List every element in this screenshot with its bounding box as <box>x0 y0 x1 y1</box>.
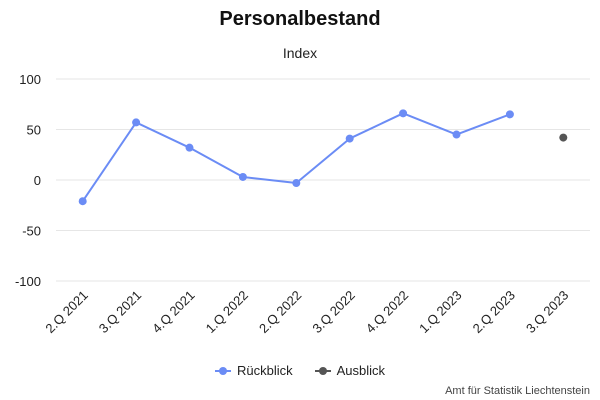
x-tick-label: 4.Q 2022 <box>363 288 411 336</box>
legend-label-rueckblick: Rückblick <box>236 363 293 378</box>
y-tick-label: 100 <box>19 72 41 87</box>
data-point <box>399 109 408 118</box>
data-point <box>345 134 354 143</box>
legend-marker-ausblick <box>314 366 331 376</box>
legend-label-ausblick: Ausblick <box>336 363 386 378</box>
legend-item-rueckblick[interactable]: Rückblick <box>214 363 293 378</box>
series-line-rueckblick <box>81 112 511 202</box>
x-tick-label: 3.Q 2023 <box>523 288 571 336</box>
data-point <box>238 172 247 181</box>
data-point <box>452 130 461 139</box>
credits-text[interactable]: Amt für Statistik Liechtenstein <box>445 385 590 397</box>
x-tick-label: 1.Q 2022 <box>203 288 251 336</box>
chart-legend: Rückblick Ausblick <box>0 363 600 378</box>
x-tick-label: 4.Q 2021 <box>149 288 197 336</box>
data-point <box>559 133 568 142</box>
data-point <box>292 179 301 188</box>
data-point <box>132 118 141 127</box>
chart-title: Personalbestand <box>219 8 381 30</box>
data-point <box>78 197 87 206</box>
x-tick-label: 3.Q 2022 <box>309 288 357 336</box>
y-tick-label: 50 <box>27 123 41 138</box>
data-point <box>505 110 514 119</box>
x-tick-label: 2.Q 2023 <box>470 288 518 336</box>
legend-item-ausblick[interactable]: Ausblick <box>314 363 386 378</box>
x-tick-label: 2.Q 2022 <box>256 288 304 336</box>
y-tick-label: -50 <box>22 224 41 239</box>
x-tick-label: 2.Q 2021 <box>42 288 90 336</box>
y-tick-label: -100 <box>15 274 41 289</box>
chart-subtitle: Index <box>282 45 318 61</box>
x-tick-label: 3.Q 2021 <box>96 288 144 336</box>
x-tick-label: 1.Q 2023 <box>416 288 464 336</box>
y-tick-label: 0 <box>34 173 41 188</box>
data-point <box>185 143 194 152</box>
legend-marker-rueckblick <box>214 366 231 376</box>
